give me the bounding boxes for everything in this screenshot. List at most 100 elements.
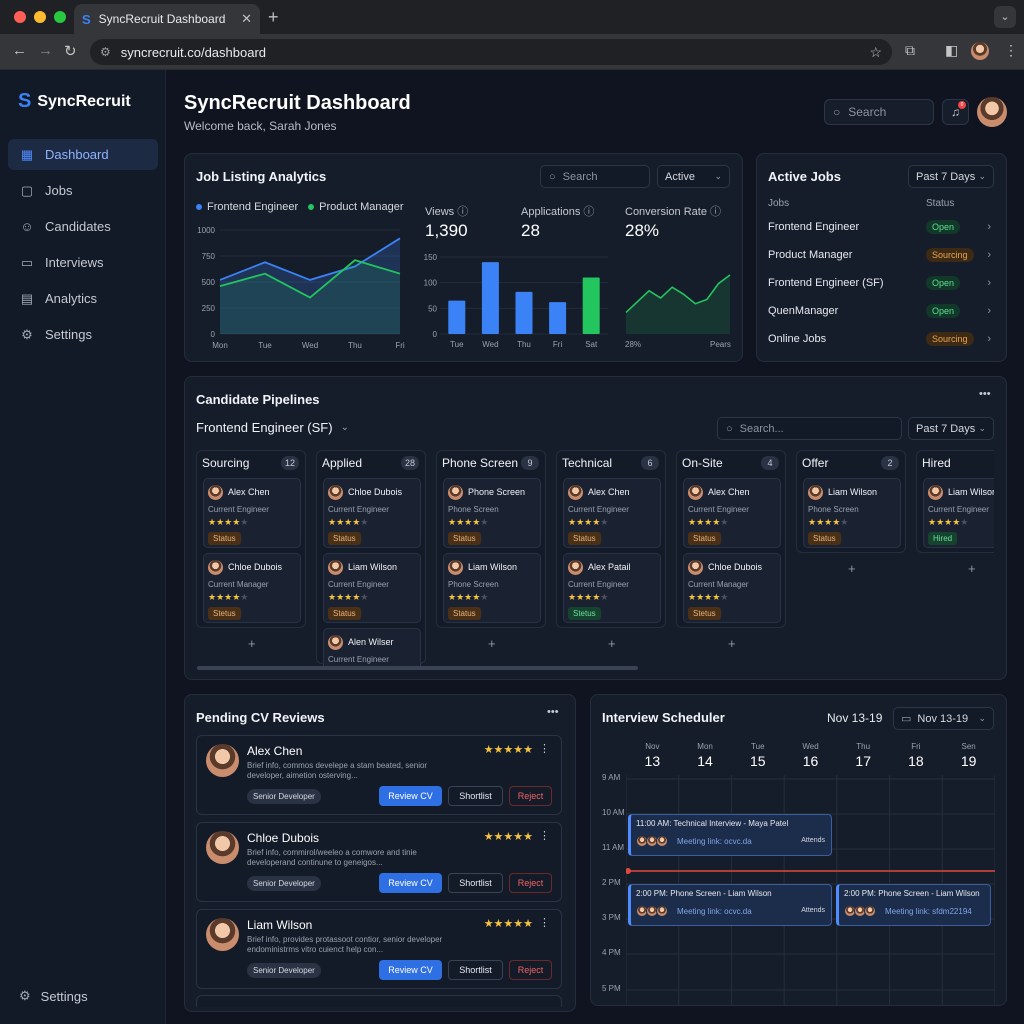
chevron-right-icon[interactable]: › <box>987 221 991 233</box>
candidate-card[interactable]: Liam Wilsor Current Engineer ★★★★★ Hired <box>923 478 994 548</box>
browser-menu-icon[interactable]: ⋮ <box>1004 42 1018 58</box>
scheduler-day-header[interactable]: Sen 19 <box>949 742 989 769</box>
address-bar[interactable]: ⚙ syncrecruit.co/dashboard ☆ <box>90 39 892 65</box>
meeting-link[interactable]: Meeting link: ocvc.da <box>677 837 752 846</box>
scheduler-day-header[interactable]: Mon 14 <box>685 742 725 769</box>
add-card-icon[interactable]: + <box>968 561 976 576</box>
side-panel-icon[interactable]: ◧ <box>945 42 959 58</box>
scheduler-day-header[interactable]: Tue 15 <box>738 742 778 769</box>
browser-tab[interactable]: S SyncRecruit Dashboard ✕ <box>74 4 260 34</box>
active-jobs-range-select[interactable]: Past 7 Days ⌄ <box>908 165 994 188</box>
active-job-row[interactable]: Frontend Engineer (SF) Open › <box>768 273 994 293</box>
tab-close-icon[interactable]: ✕ <box>241 11 252 26</box>
pipeline-range-select[interactable]: Past 7 Days ⌄ <box>908 417 994 440</box>
shortlist-button[interactable]: Shortlist <box>448 960 503 980</box>
chevron-right-icon[interactable]: › <box>987 277 991 289</box>
close-window-dot[interactable] <box>14 11 26 23</box>
bookmark-star-icon[interactable]: ☆ <box>869 43 882 60</box>
pipeline-horizontal-scrollbar[interactable] <box>197 666 638 670</box>
user-avatar[interactable] <box>977 97 1007 127</box>
star-rating: ★★★★★ <box>688 592 729 602</box>
scheduler-day-header[interactable]: Nov 13 <box>632 742 672 769</box>
candidate-card[interactable]: Chloe Dubois Current Manager ★★★★★ Stetus <box>683 553 781 623</box>
review-cv-button[interactable]: Review CV <box>379 960 442 980</box>
forward-icon[interactable]: → <box>38 42 53 59</box>
candidate-card[interactable]: Chloe Dubois Current Engineer ★★★★★ Status <box>323 478 421 548</box>
interview-event[interactable]: 2:00 PM: Phone Screen - Liam Wilson Meeti… <box>628 884 832 926</box>
day-number: 14 <box>697 753 713 769</box>
add-card-icon[interactable]: + <box>488 636 496 651</box>
sidebar-item-label: Candidates <box>45 219 111 234</box>
extensions-icon[interactable]: ⧉ <box>905 42 915 58</box>
scheduler-range-select[interactable]: ▭ Nov 13-19 ⌄ <box>893 707 994 730</box>
candidate-card[interactable]: Liam Wilson Phone Screen ★★★★★ Status <box>443 553 541 623</box>
sidebar-bottom-settings[interactable]: ⚙ Settings <box>19 988 88 1004</box>
site-info-icon[interactable]: ⚙ <box>100 45 111 59</box>
active-job-row[interactable]: Online Jobs Sourcing › <box>768 329 994 349</box>
maximize-window-dot[interactable] <box>54 11 66 23</box>
add-card-icon[interactable]: + <box>608 636 616 651</box>
status-chip: Status <box>568 532 601 545</box>
add-card-icon[interactable]: + <box>848 561 856 576</box>
shortlist-button[interactable]: Shortlist <box>448 873 503 893</box>
pipeline-job-select[interactable]: Frontend Engineer (SF) ⌄ <box>196 420 349 435</box>
sidebar-item-interviews[interactable]: ▭ Interviews <box>8 247 158 278</box>
shortlist-button[interactable]: Shortlist <box>448 786 503 806</box>
brand-logo[interactable]: S SyncRecruit <box>18 90 131 113</box>
interview-event[interactable]: 2:00 PM: Phone Screen - Liam Wilson Meeti… <box>836 884 991 926</box>
analytics-search-input[interactable]: ○ Search <box>540 165 650 188</box>
status-chip: Status <box>808 532 841 545</box>
global-search-input[interactable]: ○ Search <box>824 99 934 125</box>
active-job-row[interactable]: QuenManager Open › <box>768 301 994 321</box>
meeting-link[interactable]: Meeting link: sfdm22194 <box>885 907 972 916</box>
meeting-link[interactable]: Meeting link: ocvc.da <box>677 907 752 916</box>
add-card-icon[interactable]: + <box>248 636 256 651</box>
active-job-row[interactable]: Frontend Engineer Open › <box>768 217 994 237</box>
more-options-icon[interactable]: ••• <box>979 388 991 400</box>
welcome-text: Welcome back, Sarah Jones <box>184 119 337 133</box>
reject-button[interactable]: Reject <box>509 786 552 806</box>
pipeline-search-input[interactable]: ○ Search... <box>717 417 902 440</box>
review-cv-button[interactable]: Review CV <box>379 873 442 893</box>
status-badge: Sourcing <box>926 332 974 346</box>
analytics-status-select[interactable]: Active ⌄ <box>657 165 730 188</box>
more-vertical-icon[interactable]: ⋮ <box>539 830 550 842</box>
candidate-card[interactable]: Liam Wilson Phone Screen ★★★★★ Status <box>803 478 901 548</box>
tab-search-icon[interactable]: ⌄ <box>994 6 1016 28</box>
new-tab-icon[interactable]: + <box>268 7 279 27</box>
scheduler-day-header[interactable]: Fri 18 <box>896 742 936 769</box>
candidate-card[interactable]: Liam Wilson Current Engineer ★★★★★ Status <box>323 553 421 623</box>
candidate-card[interactable]: Alen Wilser Current Engineer <box>323 628 421 668</box>
active-job-row[interactable]: Product Manager Sourcing › <box>768 245 994 265</box>
views-value: 1,390 <box>425 221 468 240</box>
chevron-right-icon[interactable]: › <box>987 305 991 317</box>
candidate-card[interactable]: Alex Chen Current Engineer ★★★★★ Status <box>203 478 301 548</box>
review-cv-button[interactable]: Review CV <box>379 786 442 806</box>
more-vertical-icon[interactable]: ⋮ <box>539 917 550 929</box>
candidate-card[interactable]: Alex Patail Current Engineer ★★★★★ Stetus <box>563 553 661 623</box>
candidate-card[interactable]: Chloe Dubois Current Manager ★★★★★ Stetus <box>203 553 301 623</box>
more-vertical-icon[interactable]: ⋮ <box>539 743 550 755</box>
back-icon[interactable]: ← <box>12 42 27 59</box>
reload-icon[interactable]: ↻ <box>64 43 77 60</box>
more-options-icon[interactable]: ••• <box>547 706 559 718</box>
candidate-card[interactable]: Alex Chen Current Engineer ★★★★★ Status <box>683 478 781 548</box>
sidebar-item-candidates[interactable]: ☺ Candidates <box>8 211 158 242</box>
notifications-button[interactable]: ♫ 0 <box>942 99 969 125</box>
candidate-card[interactable]: Alex Chen Current Engineer ★★★★★ Status <box>563 478 661 548</box>
candidate-card[interactable]: Phone Screen Phone Screen ★★★★★ Status <box>443 478 541 548</box>
profile-avatar[interactable] <box>971 42 989 60</box>
chevron-right-icon[interactable]: › <box>987 333 991 345</box>
sidebar-item-dashboard[interactable]: ▦ Dashboard <box>8 139 158 170</box>
scheduler-day-header[interactable]: Thu 17 <box>843 742 883 769</box>
sidebar-item-analytics[interactable]: ▤ Analytics <box>8 283 158 314</box>
scheduler-day-header[interactable]: Wed 16 <box>791 742 831 769</box>
reject-button[interactable]: Reject <box>509 873 552 893</box>
sidebar-item-settings[interactable]: ⚙ Settings <box>8 319 158 350</box>
sidebar-item-jobs[interactable]: ▢ Jobs <box>8 175 158 206</box>
minimize-window-dot[interactable] <box>34 11 46 23</box>
interview-event[interactable]: 11:00 AM: Technical Interview - Maya Pat… <box>628 814 832 856</box>
add-card-icon[interactable]: + <box>728 636 736 651</box>
chevron-right-icon[interactable]: › <box>987 249 991 261</box>
reject-button[interactable]: Reject <box>509 960 552 980</box>
